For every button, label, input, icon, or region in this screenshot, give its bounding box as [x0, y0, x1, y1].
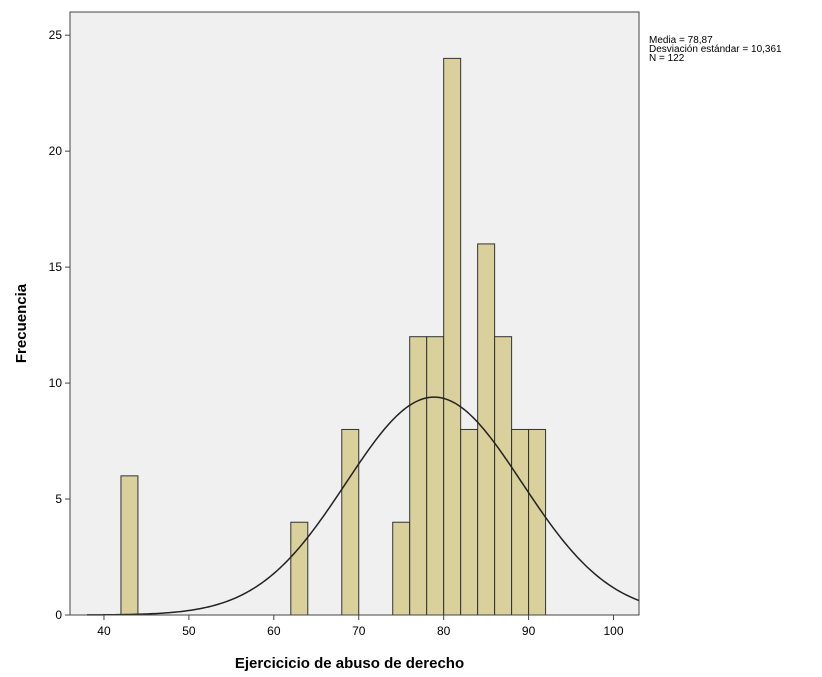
- y-tick-label-25: 25: [49, 28, 63, 42]
- y-axis-title: Frecuencia: [13, 283, 30, 363]
- x-tick-label-90: 90: [522, 624, 536, 638]
- histogram-bar-68: [342, 429, 359, 615]
- y-axis: 0 5 10 15 20 25: [49, 28, 70, 622]
- histogram-bar-78: [427, 337, 444, 615]
- x-tick-label-50: 50: [182, 624, 196, 638]
- x-tick-label-100: 100: [604, 624, 624, 638]
- stats-box: Media = 78,87 Desviación estándar = 10,3…: [649, 36, 782, 63]
- histogram-bar-80: [444, 58, 461, 615]
- histogram-bar-86: [495, 337, 512, 615]
- histogram-bar-90: [529, 429, 546, 615]
- histogram-bar-82: [461, 429, 478, 615]
- histogram-bar-62: [291, 522, 308, 615]
- x-tick-label-60: 60: [267, 624, 281, 638]
- y-tick-label-15: 15: [49, 260, 63, 274]
- y-tick-label-20: 20: [49, 144, 63, 158]
- histogram-bar-88: [512, 429, 529, 615]
- x-tick-label-80: 80: [437, 624, 451, 638]
- x-axis: 40 50 60 70 80 90 100: [97, 615, 624, 638]
- histogram-bar-76: [410, 337, 427, 615]
- y-tick-label-5: 5: [55, 492, 62, 506]
- y-tick-label-10: 10: [49, 376, 63, 390]
- stats-n: N = 122: [649, 54, 782, 63]
- histogram-bar-42: [121, 476, 138, 615]
- y-tick-label-0: 0: [55, 608, 62, 622]
- histogram-bar-74: [393, 522, 410, 615]
- x-axis-title: Ejercicicio de abuso de derecho: [235, 655, 464, 672]
- x-tick-label-70: 70: [352, 624, 366, 638]
- histogram-bar-84: [478, 244, 495, 615]
- x-tick-label-40: 40: [97, 624, 111, 638]
